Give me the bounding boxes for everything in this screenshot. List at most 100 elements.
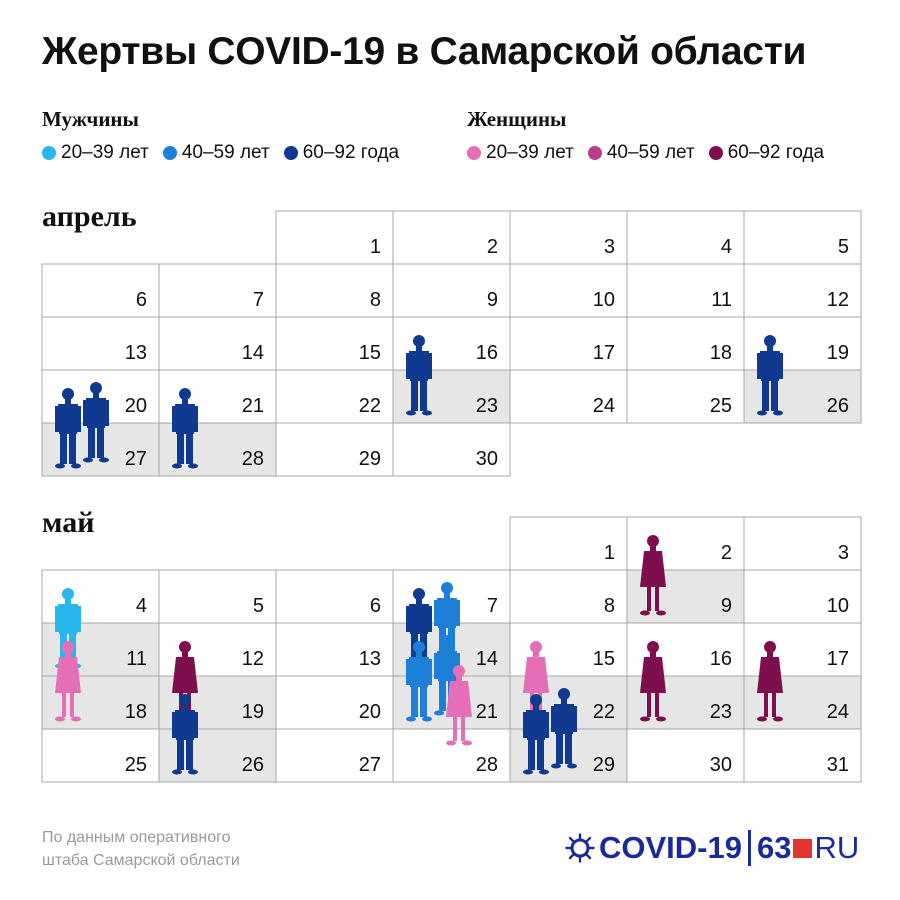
page-title: Жертвы COVID-19 в Самарской области <box>42 30 807 73</box>
month-label-april: апрель <box>42 200 137 233</box>
day-number: 21 <box>242 395 264 417</box>
calendar-day-cell: 14 <box>158 316 277 371</box>
day-number: 1 <box>370 236 381 258</box>
day-number: 3 <box>604 236 615 258</box>
day-number: 21 <box>476 701 498 723</box>
calendar-day-cell: 20 <box>275 675 394 730</box>
calendar-day-cell: 13 <box>41 316 160 371</box>
day-number: 5 <box>253 595 264 617</box>
calendar-day-cell: 27 <box>275 728 394 783</box>
day-number: 15 <box>593 648 615 670</box>
day-number: 12 <box>827 289 849 311</box>
day-number: 20 <box>125 395 147 417</box>
day-number: 5 <box>838 236 849 258</box>
month-label-may: май <box>42 506 95 539</box>
day-number: 8 <box>604 595 615 617</box>
source-note: По данным оперативного штаба Самарской о… <box>42 826 240 872</box>
day-number: 17 <box>827 648 849 670</box>
day-number: 3 <box>838 542 849 564</box>
day-number: 10 <box>593 289 615 311</box>
death-figure <box>640 535 666 616</box>
day-number: 4 <box>721 236 732 258</box>
day-number: 19 <box>242 701 264 723</box>
day-number: 22 <box>593 701 615 723</box>
day-number: 2 <box>721 542 732 564</box>
death-figure <box>55 641 81 722</box>
death-figure <box>757 641 783 722</box>
calendar-day-cell: 25 <box>626 369 745 424</box>
calendar-day-cell: 17 <box>509 316 628 371</box>
day-number: 28 <box>476 754 498 776</box>
day-number: 24 <box>593 395 615 417</box>
day-number: 1 <box>604 542 615 564</box>
day-number: 2 <box>487 236 498 258</box>
source-line-1: По данным оперативного <box>42 829 231 846</box>
day-number: 9 <box>721 595 732 617</box>
calendar-day-cell: 15 <box>275 316 394 371</box>
day-number: 16 <box>476 342 498 364</box>
legend-dot-icon <box>162 146 177 160</box>
day-number: 11 <box>711 289 732 311</box>
calendar-day-cell: 12 <box>743 263 862 318</box>
day-number: 30 <box>476 448 498 470</box>
calendar-day-cell: 9 <box>392 263 511 318</box>
day-number: 27 <box>359 754 381 776</box>
death-figure <box>172 388 198 469</box>
death-figure <box>172 694 198 775</box>
day-number: 25 <box>125 754 147 776</box>
calendar-day-cell: 3 <box>743 516 862 571</box>
legend-dot-icon <box>42 146 56 160</box>
day-number: 13 <box>125 342 147 364</box>
day-number: 12 <box>242 648 264 670</box>
day-number: 29 <box>593 754 615 776</box>
legend-women-heading: Женщины <box>467 107 567 131</box>
calendar-day-cell: 5 <box>743 210 862 265</box>
logo: COVID-19 63 RU <box>565 826 859 870</box>
calendar-day-cell: 31 <box>743 728 862 783</box>
legend-item-women-60-92: 60–92 года <box>708 142 824 164</box>
day-number: 29 <box>359 448 381 470</box>
death-figure <box>55 388 81 469</box>
calendar-day-cell: 30 <box>392 422 511 477</box>
calendar-day-cell: 30 <box>626 728 745 783</box>
source-line-2: штаба Самарской области <box>42 852 240 869</box>
day-number: 17 <box>593 342 615 364</box>
day-number: 16 <box>710 648 732 670</box>
day-number: 8 <box>370 289 381 311</box>
death-figure <box>757 335 783 416</box>
death-figure <box>523 641 549 722</box>
death-figure <box>83 382 109 463</box>
day-number: 6 <box>370 595 381 617</box>
calendar-day-cell: 5 <box>158 569 277 624</box>
death-figure <box>446 665 472 746</box>
legend-dot-icon <box>708 146 723 160</box>
day-number: 19 <box>827 342 849 364</box>
legend-item-women-20-39: 20–39 лет <box>467 142 574 164</box>
day-number: 6 <box>136 289 147 311</box>
logo-square-icon <box>793 838 813 858</box>
logo-covid-text: COVID-19 <box>599 830 742 865</box>
calendar-day-cell: 2 <box>392 210 511 265</box>
day-number: 30 <box>710 754 732 776</box>
legend-men-heading: Мужчины <box>42 107 139 131</box>
calendar-day-cell: 7 <box>158 263 277 318</box>
day-number: 15 <box>359 342 381 364</box>
day-number: 18 <box>125 701 147 723</box>
day-number: 27 <box>125 448 147 470</box>
death-figure <box>640 641 666 722</box>
calendar-day-cell: 10 <box>743 569 862 624</box>
death-figure <box>551 688 577 769</box>
calendar-day-cell: 6 <box>41 263 160 318</box>
logo-separator <box>747 830 751 866</box>
day-number: 14 <box>476 648 498 670</box>
logo-ru-text: RU <box>814 830 860 865</box>
calendar-day-cell: 29 <box>275 422 394 477</box>
calendar-day-cell: 22 <box>275 369 394 424</box>
calendar-day-cell: 10 <box>509 263 628 318</box>
calendar-day-cell: 3 <box>509 210 628 265</box>
calendar-day-cell: 16 <box>392 316 511 371</box>
legend-dot-icon <box>587 146 602 160</box>
calendar-day-cell: 18 <box>41 675 160 730</box>
day-number: 25 <box>710 395 732 417</box>
